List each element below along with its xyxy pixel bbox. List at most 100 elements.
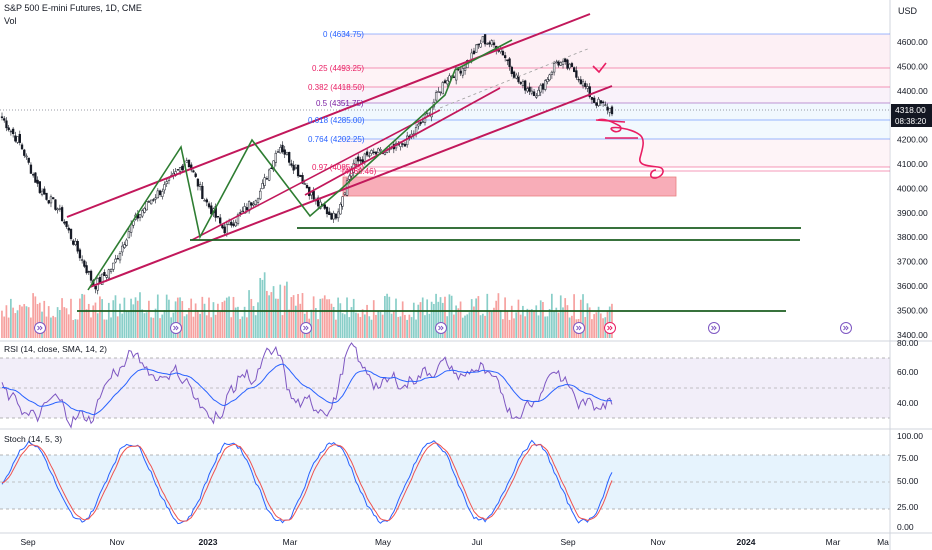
rsi-tick-label: 80.00 bbox=[897, 338, 919, 348]
candle-body bbox=[150, 199, 153, 205]
candle-body bbox=[379, 149, 382, 151]
candle-body bbox=[330, 213, 333, 220]
volume-bar bbox=[453, 314, 455, 338]
candle-body bbox=[512, 71, 516, 78]
candle-body bbox=[223, 226, 226, 234]
candle-body bbox=[528, 86, 531, 92]
volume-bar bbox=[473, 306, 475, 338]
trend-channel[interactable] bbox=[66, 13, 613, 288]
candle-body bbox=[401, 143, 404, 145]
candle-body bbox=[532, 91, 536, 96]
volume-bar bbox=[38, 302, 41, 338]
volume-bar bbox=[571, 315, 573, 338]
volume-bar bbox=[107, 302, 110, 338]
volume-bar bbox=[346, 297, 348, 338]
volume-bar bbox=[312, 296, 315, 338]
candle-body bbox=[101, 273, 104, 285]
stoch-title[interactable]: Stoch (14, 5, 3) bbox=[4, 434, 63, 444]
volume-bar bbox=[110, 317, 112, 338]
candle-body bbox=[586, 86, 589, 89]
candle-body bbox=[544, 80, 547, 90]
event-markers[interactable] bbox=[34, 322, 852, 334]
time-axis[interactable]: Sep Nov 2023 Mar May Jul Sep Nov 2024 Mar Ma bbox=[20, 537, 889, 547]
volume-bar bbox=[32, 293, 34, 338]
volume-bar bbox=[212, 302, 215, 338]
candle-body bbox=[492, 42, 496, 46]
candle-body bbox=[354, 158, 358, 166]
volume-bar bbox=[479, 315, 482, 338]
price-tick-label: 3800.00 bbox=[897, 232, 928, 242]
volume-bar bbox=[406, 319, 408, 338]
volume-bar bbox=[43, 300, 46, 338]
target-zone[interactable] bbox=[342, 176, 677, 197]
price-tick-label: 3700.00 bbox=[897, 257, 928, 267]
projection-sketch[interactable] bbox=[597, 118, 664, 179]
candle-body bbox=[510, 66, 513, 75]
volume-bar bbox=[526, 308, 529, 338]
volume-bar bbox=[3, 316, 6, 338]
volume-bar bbox=[375, 314, 377, 338]
candle-body bbox=[250, 202, 253, 206]
volume-bar bbox=[116, 316, 119, 338]
stoch-axis: 100.00 75.00 50.00 25.00 0.00 bbox=[897, 431, 923, 532]
price-axis[interactable]: 4600.004500.004400.004300.004200.004100.… bbox=[897, 37, 928, 340]
volume-bar bbox=[477, 296, 480, 338]
candle-body bbox=[239, 212, 242, 214]
candle-body bbox=[419, 121, 422, 125]
candle-body bbox=[530, 90, 534, 94]
currency-label[interactable]: USD bbox=[898, 6, 918, 16]
candle-body bbox=[537, 89, 540, 96]
volume-bar bbox=[321, 298, 324, 338]
volume-bar bbox=[12, 307, 14, 338]
volume-bar bbox=[288, 309, 290, 338]
wave-zigzag[interactable] bbox=[87, 39, 513, 291]
volume-bar bbox=[544, 316, 547, 338]
volume-bar bbox=[143, 313, 146, 338]
volume-bar bbox=[10, 298, 12, 338]
fib-retracement[interactable] bbox=[340, 33, 890, 172]
stoch-tick-label: 50.00 bbox=[897, 476, 919, 486]
candle-body bbox=[176, 169, 180, 171]
volume-bar bbox=[139, 292, 141, 338]
volume-bar bbox=[424, 315, 426, 338]
candle-body bbox=[207, 203, 211, 208]
rsi-title[interactable]: RSI (14, close, SMA, 14, 2) bbox=[4, 344, 107, 354]
volume-bar bbox=[337, 297, 339, 338]
volume-bar bbox=[611, 303, 613, 338]
time-tick-label: Jul bbox=[472, 537, 483, 547]
volume-bar bbox=[130, 298, 132, 338]
volume-bar bbox=[286, 281, 288, 338]
symbol-title[interactable]: S&P 500 E-mini Futures, 1D, CME bbox=[4, 3, 142, 13]
candle-body bbox=[192, 170, 195, 173]
candle-body bbox=[143, 208, 146, 213]
volume-bar bbox=[502, 319, 504, 338]
volume-bar bbox=[252, 306, 255, 338]
candle-body bbox=[76, 240, 79, 252]
volume-bar bbox=[272, 286, 275, 338]
candle-body bbox=[577, 78, 580, 81]
volume-bar bbox=[457, 308, 460, 338]
volume-bar bbox=[223, 300, 226, 338]
candle-body bbox=[221, 224, 224, 229]
price-tick-label: 3400.00 bbox=[897, 330, 928, 340]
volume-bar bbox=[181, 301, 184, 338]
volume-bar bbox=[199, 313, 201, 338]
volume-bar bbox=[259, 277, 262, 338]
candle-body bbox=[561, 60, 565, 65]
candle-body bbox=[109, 269, 113, 272]
volume-bar bbox=[530, 309, 533, 338]
candle-body bbox=[316, 197, 320, 207]
volume-bar bbox=[470, 299, 473, 338]
volume-bar bbox=[517, 299, 520, 338]
candle-body bbox=[196, 178, 200, 187]
rsi-ma-line bbox=[1, 363, 613, 416]
volume-bar bbox=[168, 299, 170, 338]
candle-body bbox=[332, 212, 335, 220]
volume-bar bbox=[210, 317, 213, 338]
volume-bar bbox=[263, 272, 266, 338]
candle-body bbox=[548, 74, 551, 81]
volume-bar bbox=[194, 303, 197, 338]
volume-bar bbox=[127, 311, 130, 338]
candle-body bbox=[25, 155, 28, 158]
